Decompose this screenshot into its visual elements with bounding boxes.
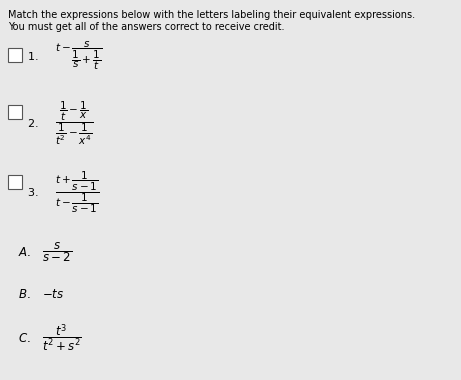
Text: Match the expressions below with the letters labeling their equivalent expressio: Match the expressions below with the let… — [8, 10, 415, 20]
Text: $\dfrac{s}{s-2}$: $\dfrac{s}{s-2}$ — [42, 240, 72, 264]
Text: $3.$: $3.$ — [27, 186, 38, 198]
Text: $\dfrac{\dfrac{1}{t}-\dfrac{1}{x}}{\dfrac{1}{t^2}-\dfrac{1}{x^4}}$: $\dfrac{\dfrac{1}{t}-\dfrac{1}{x}}{\dfra… — [55, 99, 94, 147]
Text: $C.$: $C.$ — [18, 331, 31, 345]
Text: $t - \dfrac{s}{\dfrac{1}{s}+\dfrac{1}{t}}$: $t - \dfrac{s}{\dfrac{1}{s}+\dfrac{1}{t}… — [55, 40, 102, 72]
Text: You must get all of the answers correct to receive credit.: You must get all of the answers correct … — [8, 22, 284, 32]
FancyBboxPatch shape — [8, 48, 22, 62]
Text: $\dfrac{t+\dfrac{1}{s-1}}{t-\dfrac{1}{s-1}}$: $\dfrac{t+\dfrac{1}{s-1}}{t-\dfrac{1}{s-… — [55, 169, 100, 215]
FancyBboxPatch shape — [8, 175, 22, 189]
FancyBboxPatch shape — [8, 105, 22, 119]
Text: $\dfrac{t^3}{t^2+s^2}$: $\dfrac{t^3}{t^2+s^2}$ — [42, 322, 82, 354]
Text: $-ts$: $-ts$ — [42, 288, 65, 301]
Text: $B.$: $B.$ — [18, 288, 30, 301]
Text: $A.$: $A.$ — [18, 245, 31, 258]
Text: $2.$: $2.$ — [27, 117, 38, 129]
Text: $1.$: $1.$ — [27, 50, 38, 62]
